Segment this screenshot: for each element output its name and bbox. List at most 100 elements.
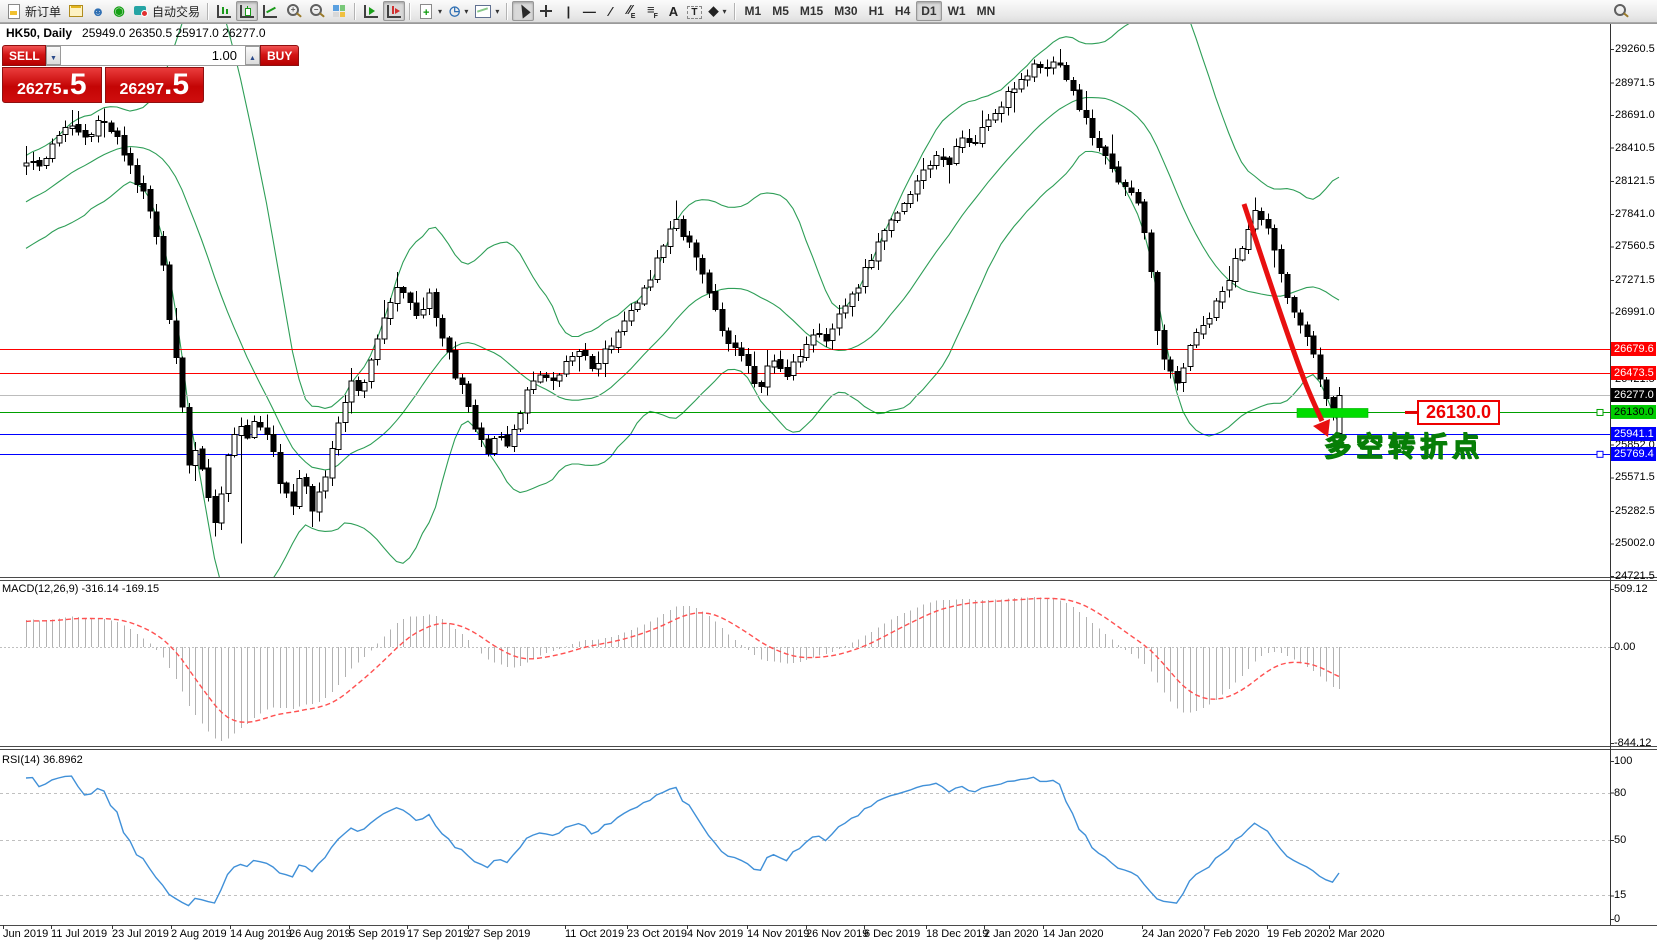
price-axis-label: 26991.0 — [1615, 306, 1655, 318]
fibonacci-button[interactable]: ≡F — [642, 1, 662, 21]
timeframe-mn-button[interactable]: MN — [972, 1, 1001, 21]
timeframe-w1-button[interactable]: W1 — [943, 1, 971, 21]
profiles-icon: ☻ — [91, 3, 105, 19]
timeframe-h4-button[interactable]: H4 — [890, 1, 915, 21]
one-click-trading-panel: SELL ▼ ▲ BUY 26275.5 26297.5 — [2, 45, 300, 103]
timeframe-m1-button[interactable]: M1 — [740, 1, 767, 21]
price-axis-label: 24721.5 — [1615, 570, 1655, 582]
rsi-axis-label: 100 — [1614, 755, 1633, 767]
new-chart-button[interactable]: ▾ — [415, 1, 445, 21]
text-button[interactable]: A — [663, 1, 683, 21]
chat-button[interactable] — [1632, 1, 1654, 21]
price-axis-label: 28971.5 — [1615, 77, 1655, 89]
price-axis-label: 27841.0 — [1615, 208, 1655, 220]
volume-input[interactable] — [61, 46, 245, 65]
highlight-bar — [1296, 408, 1369, 418]
buy-button[interactable]: BUY — [260, 45, 300, 66]
chart-shift-button[interactable] — [383, 1, 406, 21]
date-axis-label: 19 Feb 2020 — [1267, 928, 1329, 940]
annotation-note[interactable]: 多空转折点 — [1324, 432, 1484, 463]
tf-label: M15 — [799, 4, 824, 18]
chart-window[interactable]: HK50, Daily 25949.0 26350.5 25917.0 26277… — [0, 23, 1657, 944]
line-handle — [1596, 450, 1604, 458]
equidistant-channel-button[interactable]: ∕∕E — [621, 1, 641, 21]
price-axis-label: 28121.5 — [1615, 175, 1655, 187]
sell-price-fraction: .5 — [61, 68, 87, 101]
price-tag: 26473.5 — [1611, 366, 1656, 380]
text-label-icon: T — [687, 4, 702, 19]
timeframe-m5-button[interactable]: M5 — [767, 1, 794, 21]
zoom-out-button[interactable] — [305, 1, 327, 21]
date-axis-label: 6 Dec 2019 — [864, 928, 921, 940]
date-axis-label: 5 Sep 2019 — [349, 928, 406, 940]
new-order-button[interactable]: 新订单 — [3, 1, 64, 21]
bar-chart-button[interactable] — [213, 1, 235, 21]
volume-decrease-button[interactable]: ▼ — [46, 46, 61, 65]
macd-axis-label: 0.00 — [1614, 641, 1636, 653]
text-icon: A — [668, 3, 679, 19]
tf-label: MN — [976, 4, 996, 18]
sell-button[interactable]: SELL — [2, 45, 46, 66]
price-axis-label: 25282.5 — [1615, 505, 1655, 517]
vertical-line-icon: | — [566, 3, 571, 19]
auto-scroll-button[interactable] — [360, 1, 382, 21]
panel-separator[interactable] — [0, 554, 1657, 559]
auto-trading-button[interactable]: 自动交易 — [130, 1, 203, 21]
timeframe-h1-button[interactable]: H1 — [864, 1, 889, 21]
candlestick-chart-button[interactable] — [236, 1, 259, 21]
line-handle — [1596, 408, 1604, 416]
date-axis-label: Jun 2019 — [3, 928, 49, 940]
trendline-button[interactable]: ∕ — [600, 1, 620, 21]
trend-arrow — [1241, 203, 1325, 423]
tf-label: M30 — [834, 4, 858, 18]
cursor-button[interactable] — [512, 1, 535, 21]
volume-increase-button[interactable]: ▲ — [245, 46, 260, 65]
date-axis-label: 14 Jan 2020 — [1043, 928, 1104, 940]
trendline-icon: ∕ — [609, 3, 612, 19]
price-annotation-box[interactable]: 26130.0 — [1417, 400, 1500, 425]
sell-price-main: 26275 — [16, 81, 62, 98]
new-chart-icon — [418, 3, 434, 19]
date-axis-label: 24 Jan 2020 — [1142, 928, 1203, 940]
annotations — [1241, 203, 1417, 437]
date-axis-label: 27 Sep 2019 — [468, 928, 531, 940]
bollinger-middle-band — [25, 97, 1340, 471]
candlesticks — [23, 48, 1343, 544]
arrows-icon: ◆ — [708, 3, 719, 18]
chart-window-icon — [68, 3, 84, 19]
panel-separator[interactable] — [0, 723, 1657, 728]
date-axis-label: 2 Aug 2019 — [171, 928, 227, 940]
timeframe-d1-button[interactable]: D1 — [916, 1, 942, 21]
sell-price[interactable]: 26275.5 — [2, 67, 102, 103]
price-axis-label: 25571.5 — [1615, 471, 1655, 483]
profiles-periods-button[interactable]: ◷ ▾ — [446, 1, 471, 21]
toolbar-separator — [409, 2, 412, 20]
chart-canvas — [0, 23, 1657, 929]
search-button[interactable] — [1609, 1, 1631, 21]
tile-windows-button[interactable] — [328, 1, 350, 21]
timeframe-m30-button[interactable]: M30 — [829, 1, 862, 21]
horizontal-line-icon: — — [582, 3, 596, 19]
price-axis-label: 27271.5 — [1615, 274, 1655, 286]
buy-price[interactable]: 26297.5 — [104, 67, 204, 103]
tf-label: H1 — [868, 4, 884, 18]
date-axis-label: 11 Jul 2019 — [51, 928, 108, 940]
text-label-button[interactable]: T — [684, 1, 704, 21]
date-axis-label: 7 Feb 2020 — [1204, 928, 1260, 940]
signals-icon: ◉ — [113, 3, 125, 18]
buy-price-fraction: .5 — [163, 68, 190, 101]
rsi-indicator-label: RSI(14) 36.8962 — [2, 754, 83, 766]
profiles-button[interactable]: ☻ — [88, 1, 108, 21]
signals-button[interactable]: ◉ — [109, 1, 129, 21]
arrows-button[interactable]: ◆ ▾ — [706, 1, 730, 21]
timeframe-m15-button[interactable]: M15 — [795, 1, 828, 21]
indicators-button[interactable]: ▾ — [472, 1, 502, 21]
vertical-line-button[interactable]: | — [558, 1, 578, 21]
chart-window-button[interactable] — [65, 1, 87, 21]
zoom-in-button[interactable] — [282, 1, 304, 21]
crosshair-button[interactable] — [535, 1, 557, 21]
line-chart-button[interactable] — [259, 1, 281, 21]
line-chart-icon — [262, 3, 278, 19]
macd-histogram — [25, 596, 1341, 741]
horizontal-line-button[interactable]: — — [579, 1, 599, 21]
